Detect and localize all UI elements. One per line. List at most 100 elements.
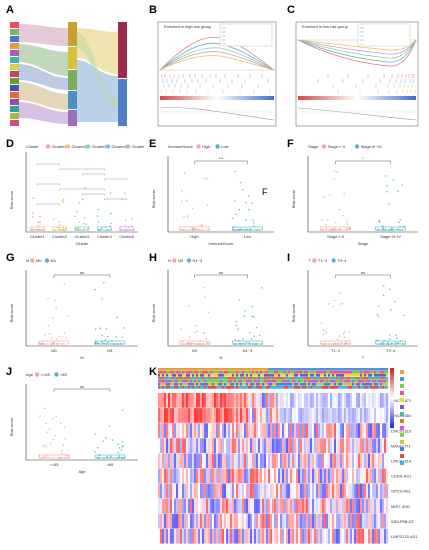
heatmap-cell	[346, 423, 349, 438]
data-point	[38, 454, 40, 457]
heatmap-cell	[284, 408, 287, 423]
annotation-cell	[262, 383, 265, 386]
panel-d-boxplot: Cluster Cluster1 Cluster2 Cluster3 Cluster4 C…	[9, 144, 144, 246]
heatmap-cell	[268, 468, 271, 484]
annotation-cell	[372, 368, 375, 371]
heatmap-cell	[384, 453, 387, 469]
data-point	[75, 227, 77, 230]
panel-label-e: E	[149, 138, 157, 150]
heatmap-cell	[368, 483, 371, 499]
annotation-cell	[222, 383, 225, 386]
heatmap-cell	[342, 528, 345, 544]
heatmap-cell	[384, 408, 387, 423]
annotation-cell	[208, 374, 211, 377]
annotation-cell	[180, 386, 183, 389]
annotation-cell	[298, 383, 301, 386]
heatmap-cell	[350, 408, 353, 423]
heatmap-cell	[364, 513, 367, 529]
heatmap-cell	[250, 468, 253, 484]
jitter-points	[179, 286, 211, 345]
annotation-cell	[362, 386, 365, 389]
heatmap-cell	[354, 468, 357, 484]
annotation-cell	[378, 380, 381, 383]
heatmap-cell	[240, 453, 243, 469]
annotation-cell	[340, 383, 343, 386]
data-point	[183, 343, 185, 345]
data-point	[56, 342, 59, 345]
heatmap-cell	[274, 393, 277, 408]
data-point	[83, 217, 86, 219]
heatmap-cell	[190, 528, 193, 544]
data-point	[376, 313, 379, 316]
heatmap-cell	[268, 438, 271, 453]
heatmap-cell	[196, 513, 199, 529]
annotation-cell	[326, 374, 329, 377]
heatmap-cell	[174, 483, 177, 499]
heatmap-cell	[214, 528, 217, 544]
heatmap-cell	[158, 423, 161, 438]
annotation-cell	[292, 380, 295, 383]
annotation-cell	[384, 371, 387, 374]
heatmap-cell	[282, 393, 285, 408]
data-point	[382, 229, 384, 231]
annotation-cell	[288, 368, 291, 371]
heatmap-cell	[270, 468, 273, 484]
annotation-cell	[356, 374, 359, 377]
legend-swatch	[54, 372, 59, 377]
x-tick-label: Cluster1	[30, 234, 46, 239]
heatmap-cell	[362, 393, 365, 408]
heatmap-cell	[282, 408, 285, 423]
data-point	[86, 229, 89, 231]
annotation-cell	[172, 371, 175, 374]
annotation-cell	[218, 383, 221, 386]
data-point	[192, 228, 194, 231]
gene-label: MAGI2-IT1	[391, 443, 411, 448]
annotation-cell	[352, 383, 355, 386]
annotation-cell	[244, 371, 247, 374]
annotation-cell	[368, 371, 371, 374]
heatmap-cell	[304, 468, 307, 484]
heatmap-cell	[336, 453, 339, 469]
annotation-cell	[250, 386, 253, 389]
annotation-cell	[218, 380, 221, 383]
annotation-cell	[360, 374, 363, 377]
data-point	[398, 228, 401, 231]
heatmap-cell	[230, 468, 233, 484]
annotation-cell	[264, 374, 267, 377]
heatmap-cell	[370, 498, 373, 514]
annotation-cell	[386, 368, 389, 371]
data-point	[124, 192, 126, 194]
heatmap-cell	[380, 423, 383, 438]
data-point	[103, 457, 105, 459]
heatmap-cell	[318, 498, 321, 514]
data-point	[112, 343, 115, 345]
heatmap-cell	[354, 393, 357, 408]
heatmap-cell	[250, 498, 253, 514]
heatmap-cell	[220, 408, 223, 423]
heatmap-cell	[200, 513, 203, 529]
annotation-cell	[160, 374, 163, 377]
heatmap-cell	[382, 528, 385, 544]
data-point	[101, 297, 104, 300]
annotation-cell	[228, 386, 231, 389]
annotation-cell	[248, 374, 251, 377]
heatmap-cell	[374, 468, 377, 484]
annotation-cell	[194, 383, 197, 386]
annotation-cell	[168, 386, 171, 389]
heatmap-cell	[282, 468, 285, 484]
annotation-cell	[186, 380, 189, 383]
annotation-cell	[352, 368, 355, 371]
annotation-cell	[222, 374, 225, 377]
heatmap-cell	[180, 498, 183, 514]
heatmap-cell	[292, 393, 295, 408]
heatmap-cell	[268, 513, 271, 529]
data-point	[205, 341, 208, 344]
annotation-cell	[290, 371, 293, 374]
annotation-cell	[166, 374, 169, 377]
heatmap-cell	[366, 468, 369, 484]
annotation-cell	[240, 374, 243, 377]
data-point	[398, 221, 401, 224]
data-point	[77, 228, 80, 230]
heatmap-cell	[378, 528, 381, 544]
heatmap-cell	[374, 528, 377, 544]
